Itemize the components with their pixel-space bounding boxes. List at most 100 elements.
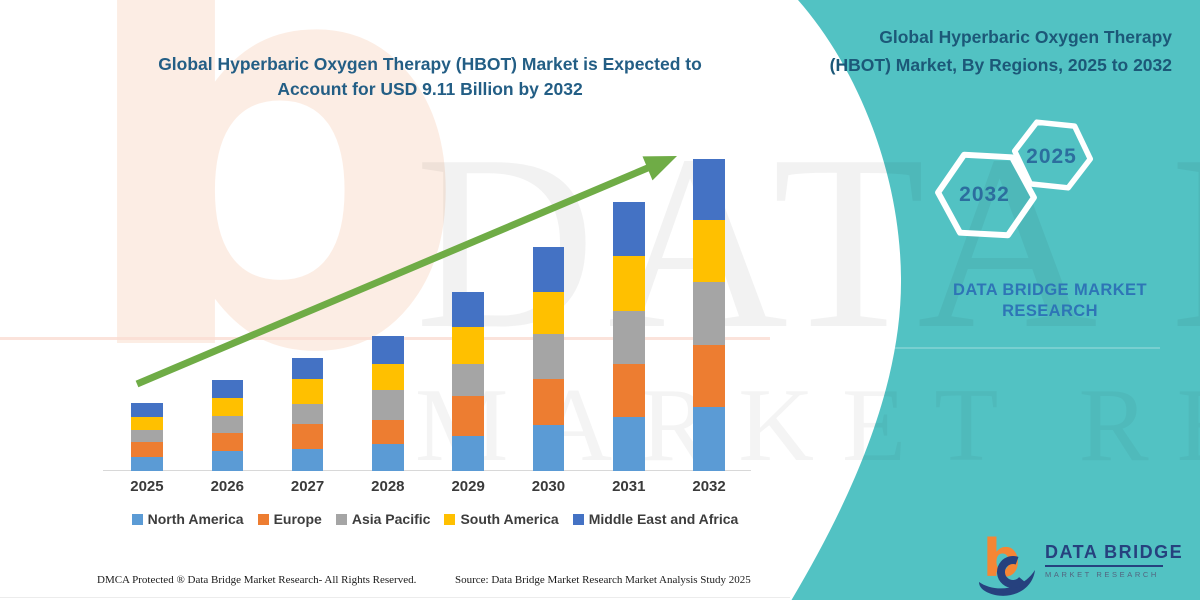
bar-segment-2030-europe — [532, 378, 565, 426]
bar-segment-2031-north-america — [613, 417, 645, 471]
hexagon-2025 — [1011, 119, 1094, 191]
bar-segment-2026-south-america — [211, 397, 243, 417]
stacked-bar-2025 — [131, 403, 163, 471]
bar-segment-2030-asia-pacific — [532, 333, 565, 379]
logo-swoosh — [979, 570, 1035, 596]
bar-segment-2026-europe — [211, 432, 243, 452]
bar-segment-2027-asia-pacific — [291, 403, 324, 424]
stacked-bar-2030 — [532, 247, 565, 471]
legend: North America Europe Asia Pacific South Ame… — [80, 511, 790, 527]
legend-swatch-icon — [572, 513, 584, 525]
bar-segment-2027-middle-east-and-africa — [291, 358, 324, 379]
logo-mark-icon: b — [979, 529, 1035, 596]
bar-segment-2031-south-america — [613, 255, 645, 311]
trend-arrow-head — [642, 156, 677, 181]
bar-segment-2030-south-america — [532, 291, 565, 334]
x-axis-label-2030: 2030 — [531, 478, 566, 495]
legend-item-north-america: North America — [131, 511, 244, 527]
stacked-bar-2028 — [372, 335, 404, 471]
bar-segment-2025-asia-pacific — [131, 429, 163, 442]
hexagon-2032 — [935, 151, 1037, 239]
bar-segment-2032-asia-pacific — [693, 281, 725, 345]
chart-title-line1: Global Hyperbaric Oxygen Therapy (HBOT) … — [158, 54, 702, 74]
bar-segment-2030-north-america — [532, 425, 565, 471]
legend-label: North America — [147, 511, 244, 527]
bar-segment-2025-south-america — [131, 416, 163, 430]
legend-item-asia-pacific: Asia Pacific — [335, 511, 431, 527]
bar-segment-2025-europe — [131, 441, 163, 457]
side-panel-background — [791, 0, 1200, 600]
bar-segment-2027-south-america — [291, 378, 324, 404]
bar-segment-2029-south-america — [452, 327, 484, 364]
legend-swatch-icon — [444, 513, 456, 525]
legend-item-europe: Europe — [257, 511, 322, 527]
x-axis-line — [103, 470, 751, 471]
brand-text-line2: RESEARCH — [1002, 302, 1098, 320]
stacked-bar-2031 — [613, 202, 645, 471]
bar-segment-2032-europe — [693, 344, 725, 407]
x-axis-label-2031: 2031 — [612, 478, 646, 495]
x-axis-label-2025: 2025 — [130, 478, 164, 495]
legend-swatch-icon — [131, 513, 143, 525]
bar-segment-2030-middle-east-and-africa — [532, 247, 565, 292]
bar-segment-2025-north-america — [131, 456, 163, 471]
bar-segment-2032-north-america — [693, 406, 725, 471]
bar-segment-2026-north-america — [211, 451, 243, 471]
bar-segment-2028-europe — [372, 419, 404, 444]
logo-d-arc — [997, 556, 1029, 588]
side-panel-title: Global Hyperbaric Oxygen Therapy (HBOT) … — [829, 27, 1172, 75]
bar-segment-2028-asia-pacific — [372, 389, 404, 420]
bar-segment-2032-south-america — [693, 219, 725, 282]
legend-label: Asia Pacific — [351, 511, 431, 527]
bar-segment-2029-asia-pacific — [452, 363, 484, 397]
chart-title-line2: Account for USD 9.11 Billion by 2032 — [277, 79, 583, 99]
bar-segment-2029-europe — [452, 396, 484, 436]
bar-segment-2027-europe — [291, 423, 324, 449]
x-axis-label-2027: 2027 — [290, 478, 325, 495]
bar-segment-2031-europe — [613, 363, 645, 418]
stacked-bar-2029 — [452, 292, 484, 471]
bar-segment-2028-north-america — [372, 443, 404, 471]
legend-swatch-icon — [335, 513, 347, 525]
bar-segment-2026-middle-east-and-africa — [211, 379, 243, 398]
dmca-footer-text: DMCA Protected ® Data Bridge Market Rese… — [97, 574, 417, 586]
legend-swatch-icon — [257, 513, 269, 525]
bar-segment-2029-north-america — [452, 435, 484, 471]
bar-segment-2029-middle-east-and-africa — [452, 292, 484, 328]
x-axis-label-2032: 2032 — [692, 478, 726, 495]
side-panel-shape — [791, 0, 1200, 600]
logo-underline — [1045, 565, 1163, 567]
brand-text: DATA BRIDGE MARKET RESEARCH — [925, 280, 1175, 322]
brand-divider-line — [880, 347, 1160, 349]
bar-segment-2026-asia-pacific — [211, 416, 243, 433]
bottom-divider — [0, 597, 790, 598]
bar-segment-2027-north-america — [291, 449, 324, 471]
bar-segment-2031-middle-east-and-africa — [613, 202, 645, 256]
source-footer-text: Source: Data Bridge Market Research Mark… — [455, 574, 751, 586]
logo-name-text: DATA BRIDGE — [1045, 542, 1184, 562]
hexagon-label-2025: 2025 — [1026, 145, 1077, 168]
brand-text-line1: DATA BRIDGE MARKET — [953, 281, 1147, 299]
stacked-bar-2032 — [693, 159, 725, 471]
x-axis-label-2029: 2029 — [451, 478, 485, 495]
hexagon-decoration — [935, 119, 1094, 239]
legend-label: South America — [460, 511, 559, 527]
legend-item-middle-east-and-africa: Middle East and Africa — [572, 511, 739, 527]
x-axis-label-2026: 2026 — [210, 478, 244, 495]
bar-segment-2028-south-america — [372, 363, 404, 390]
hexagon-label-2032: 2032 — [959, 183, 1010, 206]
bar-segment-2032-middle-east-and-africa — [693, 159, 725, 220]
data-bridge-logo: b DATA BRIDGE MARKET RESEARCH — [975, 528, 1185, 598]
stacked-bar-2027 — [291, 358, 324, 471]
x-axis-label-2028: 2028 — [371, 478, 405, 495]
legend-label: Middle East and Africa — [588, 511, 739, 527]
chart-title: Global Hyperbaric Oxygen Therapy (HBOT) … — [95, 52, 765, 102]
bar-segment-2031-asia-pacific — [613, 310, 645, 364]
legend-label: Europe — [273, 511, 322, 527]
logo-tagline-text: MARKET RESEARCH — [1045, 570, 1159, 579]
stacked-bar-2026 — [211, 379, 243, 471]
bar-segment-2028-middle-east-and-africa — [372, 335, 404, 364]
bar-segment-2025-middle-east-and-africa — [131, 403, 163, 417]
legend-item-south-america: South America — [444, 511, 559, 527]
